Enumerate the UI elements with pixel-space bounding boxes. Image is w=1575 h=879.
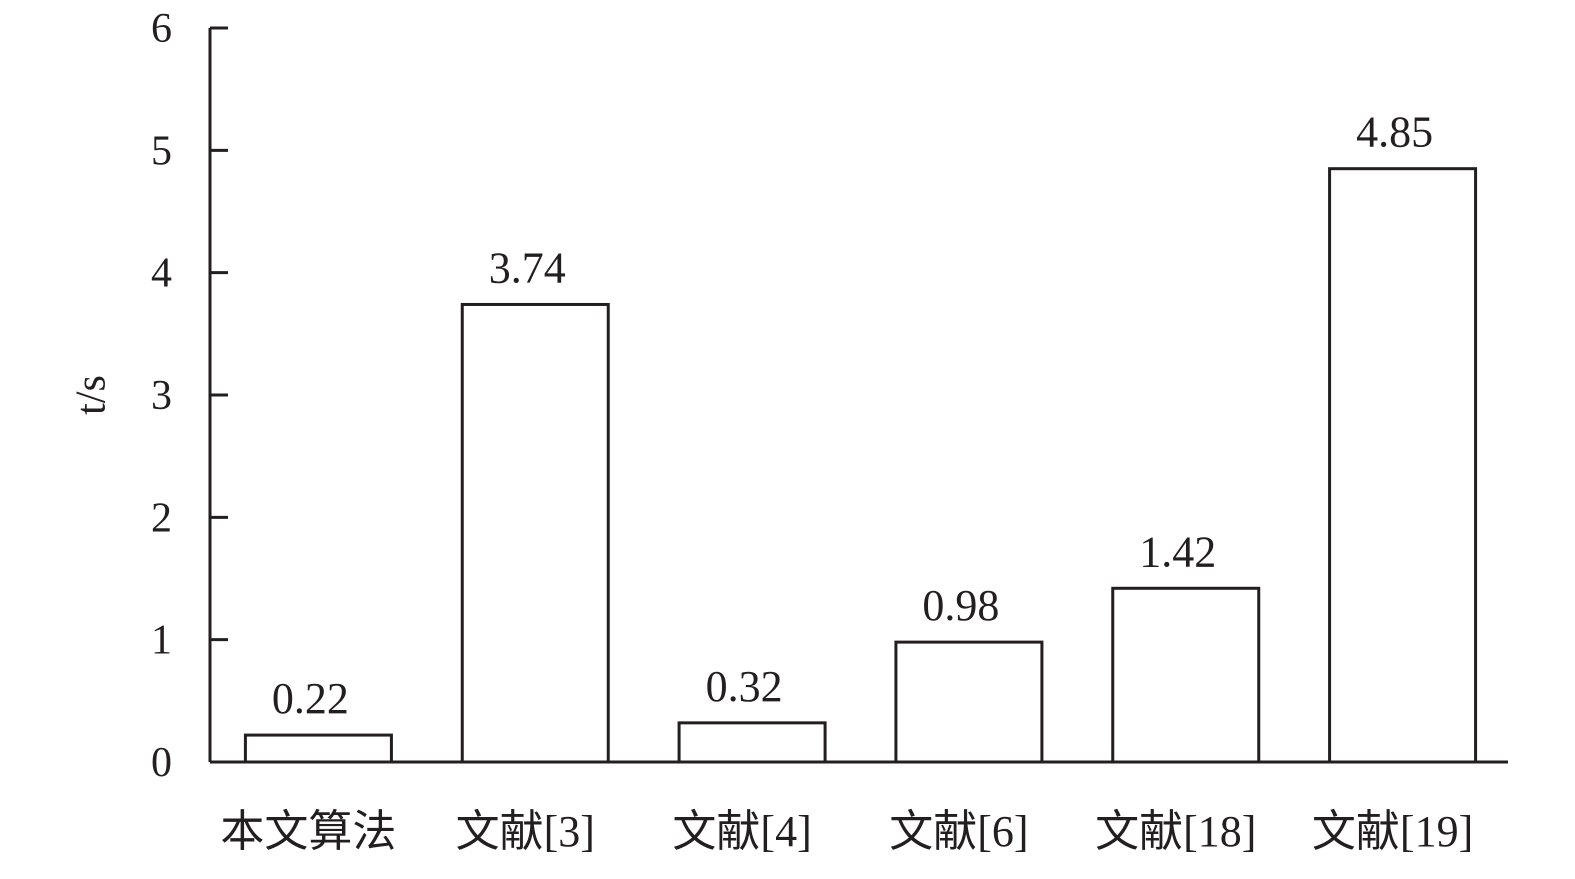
y-tick-label: 0 [151,740,172,786]
x-tick-label: 文献[4] [672,807,811,856]
y-tick-label: 5 [151,128,172,174]
bar [1328,167,1478,764]
value-label: 3.74 [489,243,566,292]
y-axis-label: t/s [69,375,115,415]
bar [1111,586,1261,764]
bar [894,640,1044,764]
x-tick-label: 文献[3] [456,807,595,856]
x-tick-label: 文献[19] [1312,807,1473,856]
y-tick-label: 1 [151,618,172,664]
bar [460,302,610,764]
y-tick-label: 6 [151,6,172,52]
y-tick-label: 3 [151,373,172,419]
x-tick-label: 本文算法 [220,807,396,856]
x-tick-label: 文献[18] [1095,807,1256,856]
y-tick-label: 2 [151,495,172,541]
value-label: 0.98 [922,581,999,630]
x-tick-label: 文献[6] [889,807,1028,856]
y-tick-label: 4 [151,251,172,297]
bar [243,733,393,764]
bar [677,721,827,764]
value-label: 0.22 [272,674,349,723]
value-label: 0.32 [706,662,783,711]
value-label: 4.85 [1356,108,1433,157]
value-label: 1.42 [1139,527,1216,576]
